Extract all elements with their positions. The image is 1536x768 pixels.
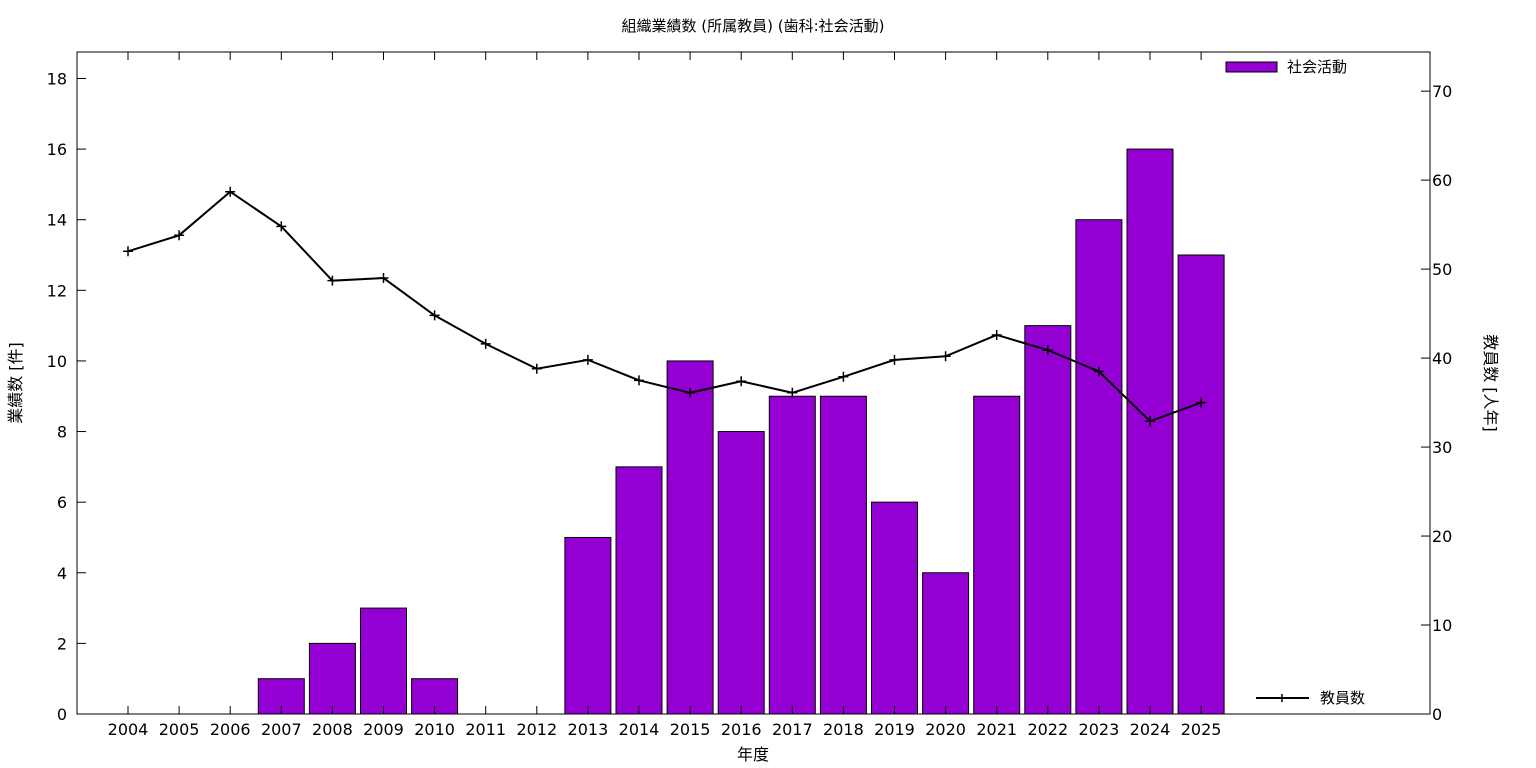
bar-2024: [1126, 148, 1174, 715]
line-point-2022: [1042, 345, 1053, 356]
line-point-2024: [1145, 416, 1155, 427]
y-axis-label: 業績数 [件]: [6, 342, 25, 424]
x-tick-label: 2006: [210, 720, 251, 739]
legend-bar-swatch: [1225, 61, 1278, 73]
line-point-2010: [429, 310, 440, 321]
x-tick-label: 2005: [159, 720, 200, 739]
y2-tick-label: 60: [1432, 171, 1452, 190]
line-point-2025: [1196, 397, 1207, 408]
line-point-2008: [327, 275, 338, 286]
bar-2014: [615, 466, 663, 715]
line-point-2017: [787, 387, 798, 398]
x-tick-label: 2010: [414, 720, 455, 739]
y2-tick-label: 50: [1432, 260, 1452, 279]
x-tick-label: 2017: [772, 720, 813, 739]
y-tick-label: 0: [57, 705, 67, 724]
y2-tick-label: 40: [1432, 349, 1452, 368]
x-tick-label: 2004: [108, 720, 149, 739]
line-point-2009: [378, 273, 389, 284]
line-point-2013: [582, 354, 593, 365]
x-tick-label: 2013: [568, 720, 609, 739]
bar-2020: [922, 572, 970, 715]
line-point-2011: [480, 338, 491, 349]
x-tick-label: 2018: [823, 720, 864, 739]
bar-2018: [819, 395, 867, 715]
line-point-2004: [123, 246, 133, 257]
x-tick-label: 2011: [465, 720, 506, 739]
x-tick-label: 2015: [670, 720, 711, 739]
legend-line-marker: [1278, 694, 1286, 702]
x-tick-label: 2016: [721, 720, 762, 739]
x-tick-label: 2025: [1181, 720, 1222, 739]
y2-tick-label: 10: [1432, 616, 1452, 635]
x-tick-label: 2024: [1130, 720, 1171, 739]
x-tick-label: 2008: [312, 720, 353, 739]
x-tick-label: 2007: [261, 720, 302, 739]
line-point-2012: [531, 363, 542, 374]
line-group: [123, 186, 1207, 427]
legend-line-label: 教員数: [1320, 689, 1365, 707]
bar-2021: [973, 395, 1021, 715]
tick-group: 0 2 4 6 8 10 12 14 16 18 0 10 20 30 40 50 60 70 2004 2005 20…: [47, 52, 1452, 739]
y2-tick-label: 30: [1432, 438, 1452, 457]
bar-2019: [871, 501, 918, 715]
line-point-2021: [991, 329, 1002, 340]
bar-2023: [1075, 219, 1123, 715]
y-tick-label: 10: [47, 352, 67, 371]
y-tick-label: 6: [57, 493, 67, 512]
x-tick-label: 2012: [516, 720, 557, 739]
bar-2013: [564, 536, 612, 715]
y-tick-label: 14: [47, 211, 67, 230]
legend-bar: 社会活動: [1225, 58, 1347, 76]
legend-bar-label: 社会活動: [1287, 58, 1347, 76]
y-tick-label: 18: [47, 69, 67, 88]
bar-2022: [1024, 325, 1072, 715]
x-tick-label: 2019: [874, 720, 915, 739]
y-tick-label: 4: [57, 564, 67, 583]
bar-2008: [308, 642, 356, 715]
line-point-2020: [940, 351, 951, 362]
x-tick-label: 2020: [925, 720, 966, 739]
line-point-2005: [174, 230, 185, 241]
x-tick-label: 2009: [363, 720, 404, 739]
line-point-2019: [889, 354, 900, 365]
x-axis-label: 年度: [737, 745, 769, 764]
y-tick-label: 12: [47, 281, 67, 300]
bar-group: [257, 148, 1225, 715]
x-tick-label: 2014: [619, 720, 660, 739]
legend-line: 教員数: [1256, 689, 1365, 707]
bar-2015: [666, 360, 714, 715]
line-point-2006: [225, 186, 236, 197]
bar-2025: [1177, 254, 1225, 715]
line-point-2023: [1093, 366, 1104, 377]
line-point-2007: [276, 221, 287, 232]
y2-axis-label: 教員数 [人年]: [1481, 334, 1500, 432]
line-point-2015: [685, 387, 696, 398]
line-teacher-count: [127, 190, 1202, 423]
y2-tick-label: 70: [1432, 82, 1452, 101]
bar-2017: [768, 395, 816, 715]
line-point-2018: [838, 371, 849, 382]
y-tick-label: 2: [57, 634, 67, 653]
line-point-2016: [736, 376, 747, 387]
chart-title: 組織業績数 (所属教員) (歯科:社会活動): [622, 17, 885, 35]
line-point-2014: [634, 375, 644, 386]
bar-2009: [360, 607, 407, 715]
x-tick-label: 2022: [1027, 720, 1068, 739]
bar-2016: [717, 431, 765, 715]
x-tick-label: 2021: [976, 720, 1017, 739]
y-tick-label: 16: [47, 140, 67, 159]
y2-tick-label: 0: [1432, 705, 1442, 724]
y-tick-label: 8: [57, 423, 67, 442]
x-tick-label: 2023: [1079, 720, 1120, 739]
y2-tick-label: 20: [1432, 527, 1452, 546]
